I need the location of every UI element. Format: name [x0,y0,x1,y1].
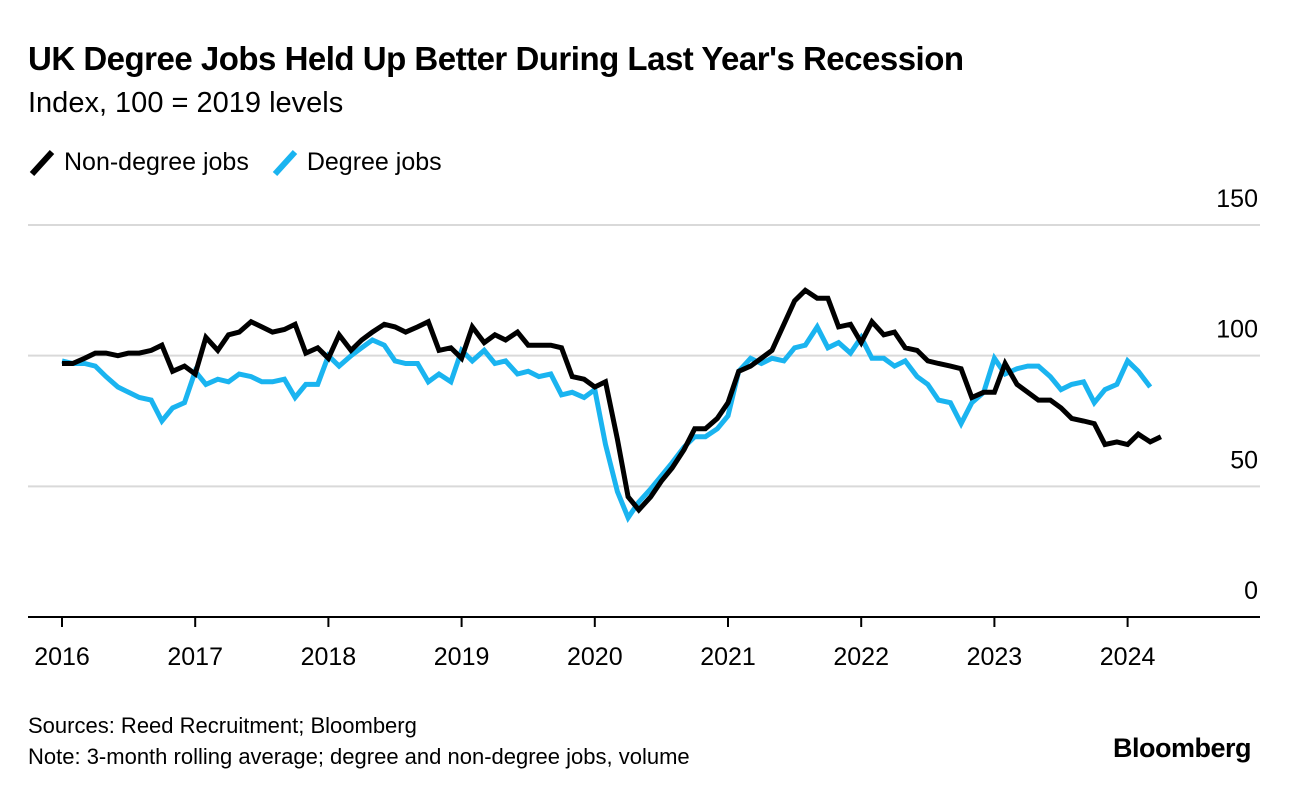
y-tick-label-100: 100 [1216,316,1258,344]
footer: Sources: Reed Recruitment; Bloomberg Not… [28,710,690,772]
chart-title: UK Degree Jobs Held Up Better During Las… [28,40,964,77]
x-tick-label-2022: 2022 [833,643,889,671]
x-tick-label-2019: 2019 [434,643,490,671]
legend-item-non-degree: Non-degree jobs [28,148,249,177]
x-tick-labels: 2016 2017 2018 2019 2020 2021 2022 2023 2024 [34,643,1155,671]
legend-label-non-degree: Non-degree jobs [64,148,249,176]
brand-logo: Bloomberg [1112,733,1252,763]
x-axis [28,616,1260,627]
x-tick-label-2021: 2021 [700,643,756,671]
legend-swatch-degree [272,149,298,176]
y-tick-labels: 0 50 100 150 [1216,185,1258,605]
x-tick-label-2018: 2018 [301,643,357,671]
legend-item-degree: Degree jobs [271,148,442,177]
methodology-note: Note: 3-month rolling average; degree an… [28,744,690,769]
series-layer [61,287,1162,523]
legend-swatch-non-degree [29,149,55,176]
sources-note: Sources: Reed Recruitment; Bloomberg [28,713,417,738]
x-tick-label-2017: 2017 [167,643,223,671]
grid-layer [28,224,1260,488]
legend-label-degree: Degree jobs [306,148,442,176]
legend: Non-degree jobs Degree jobs [28,148,464,177]
series-line-degree [61,321,1153,523]
x-tick-label-2024: 2024 [1100,643,1156,671]
y-tick-label-50: 50 [1230,446,1258,474]
x-tick-label-2016: 2016 [34,643,90,671]
x-tick-label-2023: 2023 [967,643,1023,671]
y-tick-label-150: 150 [1216,185,1258,213]
x-tick-label-2020: 2020 [567,643,623,671]
y-tick-label-0: 0 [1244,577,1258,605]
chart-subtitle: Index, 100 = 2019 levels [28,87,344,119]
series-line-non-degree [62,287,1162,514]
